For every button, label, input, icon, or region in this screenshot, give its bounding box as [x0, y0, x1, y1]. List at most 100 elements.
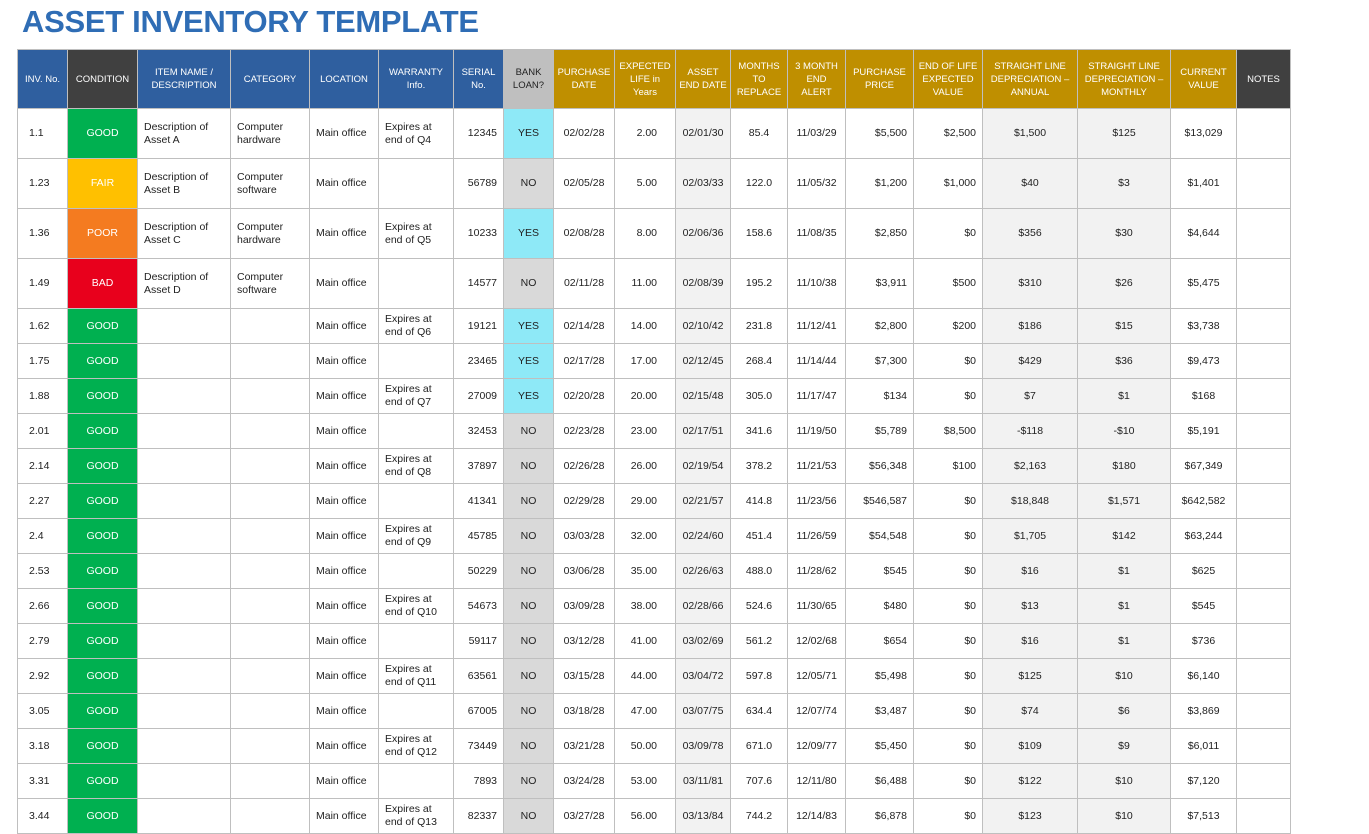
condition-cell: GOOD [67, 108, 138, 159]
cell: $3 [1077, 158, 1171, 209]
cell [230, 658, 310, 694]
cell: 02/05/28 [553, 158, 615, 209]
cell: 671.0 [730, 728, 788, 764]
cell [230, 588, 310, 624]
cell: 524.6 [730, 588, 788, 624]
cell: 02/02/28 [553, 108, 615, 159]
cell [230, 413, 310, 449]
cell: NO [503, 158, 554, 209]
cell [1236, 413, 1291, 449]
column-header: STRAIGHT LINE DEPRECIATION – MONTHLY [1077, 49, 1171, 109]
cell [230, 308, 310, 344]
cell: Main office [309, 208, 379, 259]
page: ASSET INVENTORY TEMPLATE INV. No. CONDITI… [17, 4, 1291, 834]
cell: 1.88 [17, 378, 68, 414]
cell: Description of Asset A [137, 108, 231, 159]
cell: 1.75 [17, 343, 68, 379]
cell: $736 [1170, 623, 1237, 659]
table-body: 1.1 GOOD Description of Asset A Computer ha… [17, 108, 1291, 834]
cell: Main office [309, 693, 379, 729]
cell: $3,911 [845, 258, 914, 309]
cell: $63,244 [1170, 518, 1237, 554]
cell: 02/08/28 [553, 208, 615, 259]
cell [378, 343, 454, 379]
cell: $1 [1077, 378, 1171, 414]
cell: $13,029 [1170, 108, 1237, 159]
cell: Main office [309, 158, 379, 209]
cell: 11/08/35 [787, 208, 846, 259]
cell: 20.00 [614, 378, 676, 414]
cell: 63561 [453, 658, 504, 694]
cell: $356 [982, 208, 1078, 259]
cell [137, 343, 231, 379]
cell: Description of Asset D [137, 258, 231, 309]
cell: $8,500 [913, 413, 983, 449]
cell: 11/23/56 [787, 483, 846, 519]
cell: $10 [1077, 658, 1171, 694]
cell: 32453 [453, 413, 504, 449]
column-header: NOTES [1236, 49, 1291, 109]
cell: $546,587 [845, 483, 914, 519]
cell: $67,349 [1170, 448, 1237, 484]
cell: 82337 [453, 798, 504, 834]
cell: $1,000 [913, 158, 983, 209]
cell: 02/26/28 [553, 448, 615, 484]
cell [137, 553, 231, 589]
cell [1236, 483, 1291, 519]
cell: $429 [982, 343, 1078, 379]
cell: $74 [982, 693, 1078, 729]
cell: 8.00 [614, 208, 676, 259]
cell: $122 [982, 763, 1078, 799]
cell [1236, 258, 1291, 309]
cell: $0 [913, 763, 983, 799]
cell: Description of Asset B [137, 158, 231, 209]
cell: Main office [309, 378, 379, 414]
cell [230, 483, 310, 519]
cell: 02/19/54 [675, 448, 731, 484]
cell: $30 [1077, 208, 1171, 259]
cell: 02/23/28 [553, 413, 615, 449]
column-header: BANK LOAN? [503, 49, 554, 109]
condition-cell: GOOD [67, 308, 138, 344]
cell: 158.6 [730, 208, 788, 259]
cell [378, 258, 454, 309]
cell: 03/04/72 [675, 658, 731, 694]
cell: 1.36 [17, 208, 68, 259]
cell: $2,500 [913, 108, 983, 159]
cell: $6 [1077, 693, 1171, 729]
column-header: LOCATION [309, 49, 379, 109]
cell: 73449 [453, 728, 504, 764]
condition-cell: GOOD [67, 518, 138, 554]
cell: Expires at end of Q13 [378, 798, 454, 834]
cell: 195.2 [730, 258, 788, 309]
table-row: 3.18 GOOD Main office Expires at end of Q12… [17, 728, 1291, 764]
cell: $2,800 [845, 308, 914, 344]
cell: 03/09/78 [675, 728, 731, 764]
cell: 5.00 [614, 158, 676, 209]
cell [230, 728, 310, 764]
cell: 38.00 [614, 588, 676, 624]
cell [137, 763, 231, 799]
cell [137, 658, 231, 694]
cell: 231.8 [730, 308, 788, 344]
cell: 29.00 [614, 483, 676, 519]
table-row: 2.79 GOOD Main office 59117 NO 03/12/28 41.00 0… [17, 623, 1291, 659]
cell: $0 [913, 343, 983, 379]
cell: $3,738 [1170, 308, 1237, 344]
cell: Main office [309, 798, 379, 834]
cell [378, 623, 454, 659]
cell: 12/07/74 [787, 693, 846, 729]
cell: $15 [1077, 308, 1171, 344]
condition-cell: GOOD [67, 798, 138, 834]
cell [1236, 158, 1291, 209]
cell: 597.8 [730, 658, 788, 694]
cell [1236, 208, 1291, 259]
cell: 2.53 [17, 553, 68, 589]
cell: 3.05 [17, 693, 68, 729]
cell: $56,348 [845, 448, 914, 484]
cell: Computer software [230, 258, 310, 309]
column-header: EXPECTED LIFE in Years [614, 49, 676, 109]
cell: 02/15/48 [675, 378, 731, 414]
condition-cell: BAD [67, 258, 138, 309]
cell: $16 [982, 623, 1078, 659]
